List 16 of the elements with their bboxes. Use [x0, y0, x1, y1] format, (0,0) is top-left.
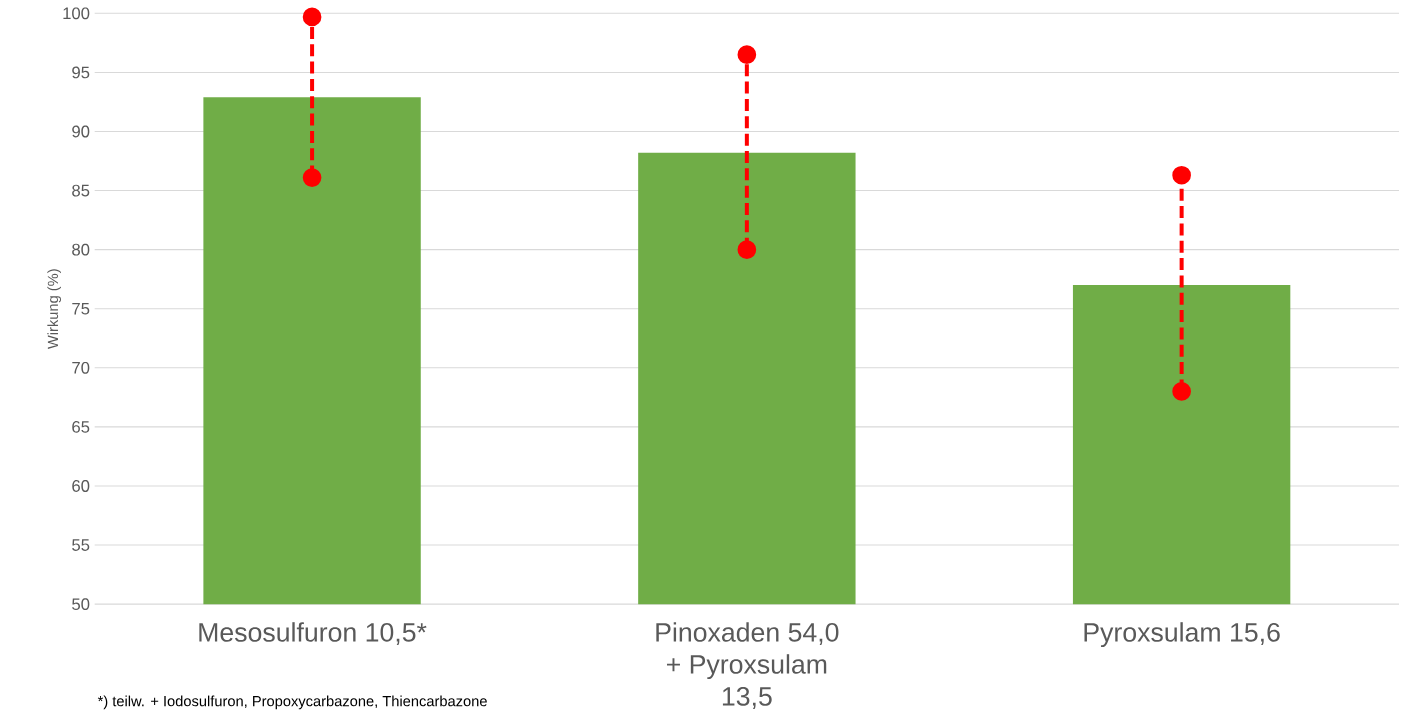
y-tick-label: 60	[72, 480, 90, 493]
y-tick-label: 55	[72, 539, 90, 552]
y-tick-label: 85	[72, 184, 90, 197]
y-tick-label: 80	[72, 244, 90, 256]
text: *) teilw. + Iodosulfuron, Propoxycarbazone, Thiencarbazone	[97, 695, 487, 710]
y-tick-label: 75	[72, 303, 90, 315]
y-tick-label: 100	[63, 7, 90, 20]
x-tick-label: Pyroxsulam 15,6	[1084, 622, 1280, 648]
y-tick-label: 65	[72, 421, 90, 434]
y-tick-label: 90	[72, 125, 90, 138]
x-tick-label: Mesosulfuron 10,5*	[199, 622, 427, 646]
y-axis-title: Wirkung (%)	[47, 269, 61, 350]
y-tick-label: 50	[72, 598, 90, 611]
y-tick-label: 70	[72, 362, 90, 374]
y-tick-label: 95	[72, 66, 90, 79]
x-tick-label: Pinoxaden 54,0 + Pyroxsulam 13,5	[656, 622, 839, 710]
